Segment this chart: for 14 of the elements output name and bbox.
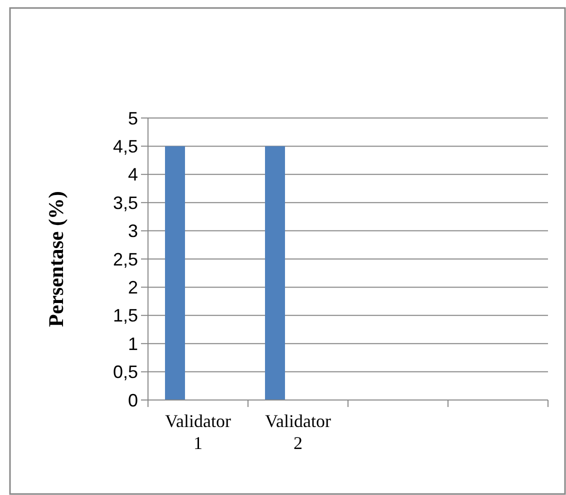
y-tick-label: 1 (128, 334, 138, 354)
y-tick-label: 3 (128, 221, 138, 242)
y-tick-label: 0 (128, 390, 138, 410)
y-axis-title: Persentase (%) (44, 191, 68, 327)
y-tick-label: 2 (128, 278, 138, 298)
y-tick-label: 3,5 (112, 192, 138, 213)
x-tick-label: Validator 2 (265, 411, 331, 453)
y-tick-label: 4,5 (112, 136, 138, 156)
y-tick-label: 4 (128, 164, 138, 185)
y-tick-label: 5 (128, 108, 138, 128)
x-tick-label: Validator 1 (165, 411, 231, 453)
y-tick-label: 0,5 (112, 362, 138, 382)
y-tick-label: 2,5 (112, 249, 138, 270)
y-tick-label: 1,5 (112, 306, 138, 326)
